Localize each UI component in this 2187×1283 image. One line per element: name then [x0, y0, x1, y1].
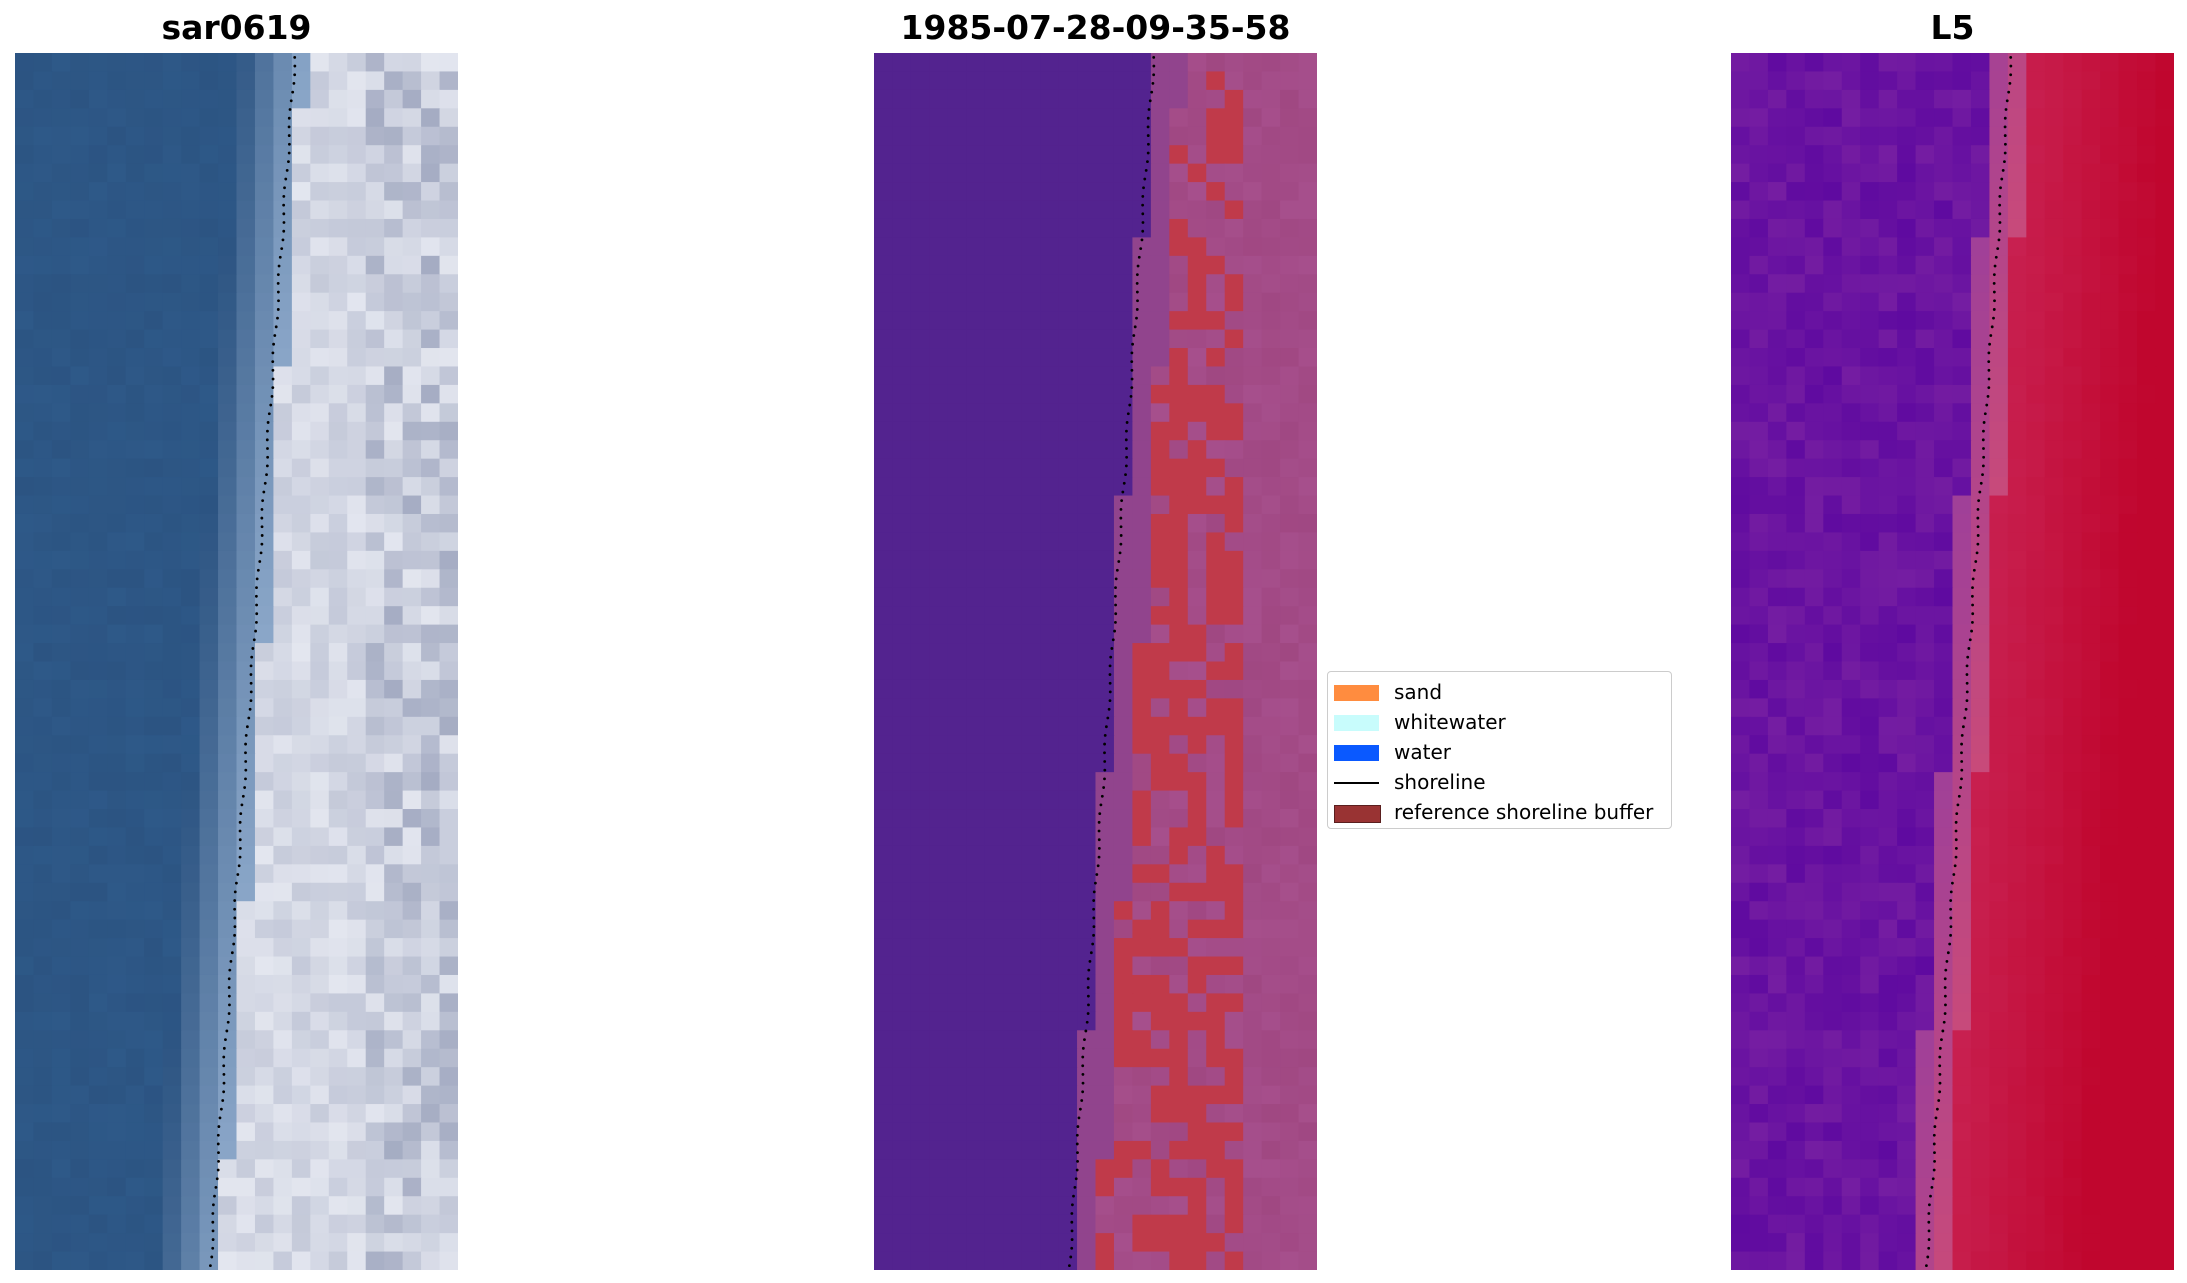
legend: sand whitewater water shoreline referenc…	[1327, 671, 1672, 829]
index-image-panel	[1731, 53, 2174, 1270]
legend-label-water: water	[1394, 740, 1451, 764]
legend-entry-sand: sand	[1328, 678, 1671, 706]
rgb-image	[15, 53, 458, 1270]
shoreline-index	[1925, 55, 2013, 1268]
legend-swatch-reference-buffer	[1334, 805, 1381, 823]
legend-swatch-water	[1334, 745, 1379, 761]
index-image	[1731, 53, 2174, 1270]
legend-entry-water: water	[1328, 738, 1671, 766]
panel-title-classification: 1985-07-28-09-35-58	[900, 8, 1291, 47]
legend-swatch-sand	[1334, 685, 1379, 701]
legend-label-reference-buffer: reference shoreline buffer	[1394, 800, 1654, 824]
legend-label-sand: sand	[1394, 680, 1443, 704]
panel-title-rgb: sar0619	[161, 8, 312, 47]
legend-entry-whitewater: whitewater	[1328, 708, 1671, 736]
classification-image	[874, 53, 1317, 1270]
classification-image-panel	[874, 53, 1317, 1270]
rgb-image-panel	[15, 53, 458, 1270]
panel-title-index: L5	[1930, 8, 1975, 47]
shoreline-rgb	[209, 55, 297, 1268]
legend-entry-shoreline: shoreline	[1328, 768, 1671, 796]
legend-entry-reference-buffer: reference shoreline buffer	[1328, 798, 1671, 826]
shoreline-classification	[1068, 55, 1156, 1268]
legend-swatch-whitewater	[1334, 715, 1379, 731]
legend-label-shoreline: shoreline	[1394, 770, 1486, 794]
legend-line-shoreline	[1334, 782, 1379, 784]
legend-label-whitewater: whitewater	[1394, 710, 1506, 734]
